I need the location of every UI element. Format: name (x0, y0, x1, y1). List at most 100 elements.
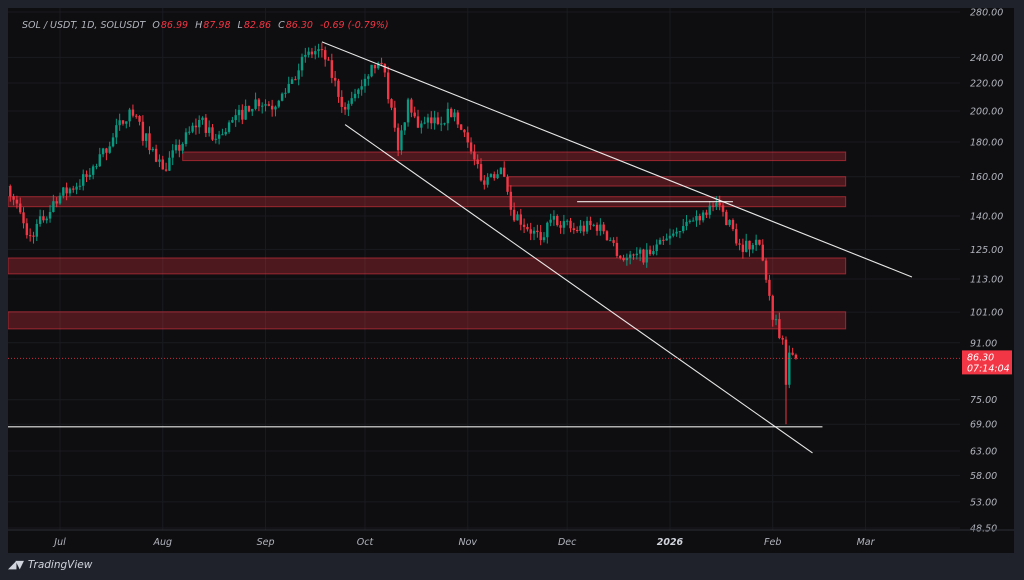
candle-body (652, 251, 655, 255)
candle-body (380, 62, 383, 65)
candle (655, 239, 658, 256)
candle (310, 47, 314, 59)
candle (436, 112, 440, 126)
candle (35, 219, 38, 242)
candle (254, 92, 257, 111)
candle-body (459, 124, 463, 130)
candle-body (678, 231, 682, 233)
candle-body (148, 133, 151, 151)
price-axis-bg (960, 8, 1014, 553)
candle (58, 192, 62, 205)
candle (383, 63, 387, 78)
candle-body (741, 244, 745, 252)
candle (768, 274, 771, 301)
chart-panel[interactable]: 280.00 240.00 220.00 200.00 180.00 160.00 140.… (8, 8, 1014, 553)
candle (330, 53, 334, 84)
candle-body (270, 105, 274, 110)
candle-body (231, 120, 234, 123)
candle (532, 227, 536, 241)
candle (433, 110, 436, 130)
candle (546, 221, 549, 244)
candle-body (473, 151, 476, 160)
candle-body (184, 132, 188, 144)
time-tick-label: Aug (152, 537, 172, 548)
candle-body (367, 76, 370, 79)
price-tick-label: 200.00 (970, 107, 1003, 118)
candle (257, 98, 261, 112)
candle-body (324, 50, 327, 60)
candle-body (519, 214, 522, 225)
price-chart[interactable]: 280.00 240.00 220.00 200.00 180.00 160.00 140.… (8, 8, 1014, 553)
candle-body (347, 103, 350, 110)
candle-body (154, 148, 158, 162)
candle-body (708, 205, 711, 215)
price-tick-label: 75.00 (970, 395, 997, 406)
candle (304, 47, 307, 63)
price-tick-label: 69.00 (970, 420, 997, 431)
candle (745, 233, 748, 253)
candle (509, 185, 513, 216)
candle-body (413, 112, 416, 117)
candle-body (483, 180, 486, 185)
candle-body (559, 225, 562, 228)
candle-body (317, 49, 320, 52)
candle (758, 239, 761, 246)
candle-body (682, 226, 685, 232)
candle (489, 173, 493, 178)
candle-body (168, 157, 171, 171)
candle-body (565, 220, 569, 222)
grid (8, 8, 960, 530)
candle-body (138, 115, 141, 122)
candle (691, 217, 695, 222)
candle (128, 107, 131, 127)
candle-body (91, 166, 95, 175)
candle (144, 133, 148, 148)
candle (111, 133, 115, 148)
candle (741, 238, 745, 259)
candle (320, 42, 324, 58)
candle (300, 53, 304, 77)
zones (8, 151, 847, 330)
candle-body (691, 220, 695, 222)
candle-body (247, 106, 251, 112)
candle-body (572, 228, 576, 230)
candle-body (711, 205, 715, 207)
candle-body (771, 295, 774, 320)
candle (652, 245, 655, 256)
candle (668, 228, 672, 245)
candle (754, 234, 758, 251)
candle (721, 202, 725, 217)
tradingview-brand[interactable]: ◢▼ TradingView (8, 558, 92, 571)
candle-body (144, 133, 148, 141)
candle (85, 170, 88, 183)
candle-body (426, 117, 430, 123)
price-axis[interactable]: 280.00 240.00 220.00 200.00 180.00 160.00 140.… (960, 8, 1014, 553)
candle-body (320, 49, 324, 51)
candle (380, 57, 383, 66)
candle-body (383, 64, 387, 73)
candle (287, 76, 290, 94)
candle (506, 174, 509, 195)
candle (158, 154, 161, 168)
candle (711, 202, 715, 212)
last-price-label: 86.30 (967, 352, 994, 363)
candle-body (778, 319, 781, 339)
candle-body (436, 117, 440, 124)
candle (688, 219, 692, 224)
candle-body (48, 212, 52, 219)
candles (8, 42, 798, 425)
candle (48, 205, 52, 223)
candle (15, 195, 19, 209)
candle-body (327, 59, 330, 61)
candle (582, 221, 585, 236)
candle (430, 111, 433, 130)
time-axis[interactable]: Jul Aug Sep Oct Nov Dec 2026 Feb Mar (8, 529, 1014, 548)
candle (148, 126, 151, 155)
candle-body (728, 220, 731, 226)
supply-demand-zone (507, 176, 847, 187)
candle (277, 99, 280, 109)
candle-body (456, 112, 459, 125)
price-tick-label: 220.00 (970, 78, 1003, 89)
close-value: 86.30 (285, 20, 313, 31)
candle (317, 43, 320, 58)
